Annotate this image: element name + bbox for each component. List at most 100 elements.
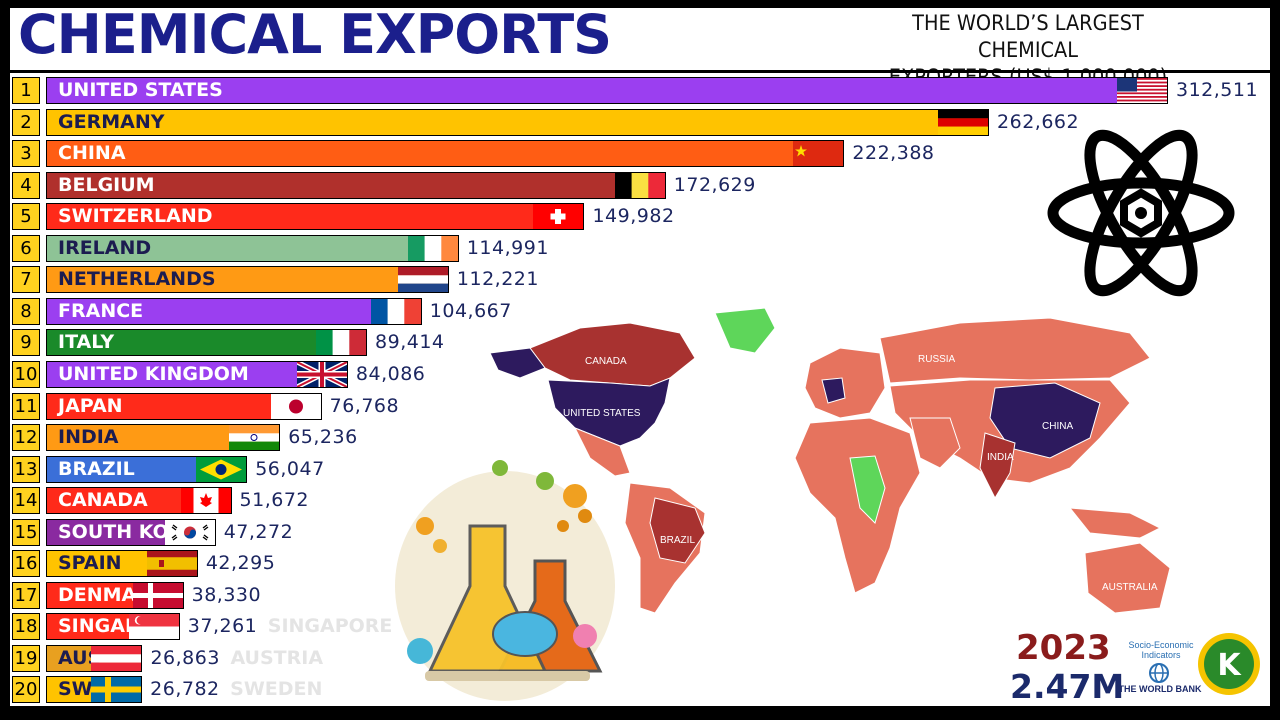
bar-uk: UNITED KINGDOM (46, 360, 348, 388)
map-africa-green (849, 455, 886, 524)
bar-belgium: BELGIUM (46, 171, 666, 199)
singapore-flag-icon (128, 614, 179, 640)
map-label-canada: CANADA (585, 356, 627, 367)
value-label: 26,782 (150, 678, 220, 701)
bar-france: FRANCE (46, 297, 422, 325)
value-label: 26,863 (150, 646, 220, 669)
value-label: 262,662 (997, 110, 1080, 133)
south-korea-flag-icon (164, 519, 215, 545)
bar-label: UNITED KINGDOM (58, 362, 249, 385)
source-name: THE WORLD BANK (1118, 684, 1202, 694)
bar-italy: ITALY (46, 329, 368, 357)
rank-15: 15 (12, 518, 40, 546)
rank-16: 16 (12, 550, 40, 578)
bar-label: CANADA (58, 489, 148, 512)
germany-flag-icon (938, 109, 989, 135)
rank-19: 19 (12, 644, 40, 672)
bar-label: AUS (58, 646, 102, 669)
rank-4: 4 (12, 171, 40, 199)
channel-logo-letter: K (1217, 648, 1242, 683)
source-caption: Socio-Economic Indicators (1120, 640, 1202, 660)
value-label: 76,768 (329, 394, 400, 417)
bar-south-korea: SOUTH KOR (46, 518, 216, 546)
bar-singapore: SINGAP (46, 613, 180, 641)
map-middle-east (909, 417, 961, 469)
netherlands-flag-icon (397, 267, 448, 293)
france-flag-icon (370, 298, 421, 324)
world-bank-globe-icon (1149, 663, 1169, 683)
year-label: 2023 (1016, 628, 1111, 668)
bar-label: ITALY (58, 331, 115, 354)
rank-7: 7 (12, 266, 40, 294)
bar-spain: SPAIN (46, 550, 198, 578)
uk-flag-icon (295, 361, 347, 387)
rank-18: 18 (12, 613, 40, 641)
bar-label: BELGIUM (58, 173, 155, 196)
value-label: 56,047 (255, 457, 325, 480)
rank-11: 11 (12, 392, 40, 420)
map-europe (804, 347, 886, 419)
value-label: 51,672 (239, 489, 309, 512)
ireland-flag-icon (407, 235, 458, 261)
map-label-australia: AUSTRALIA (1102, 582, 1158, 593)
lab-flask-illustration (395, 460, 615, 701)
channel-logo: K (1198, 633, 1260, 695)
brazil-flag-icon (196, 456, 247, 482)
rank-3: 3 (12, 140, 40, 168)
map-australia (1084, 542, 1170, 614)
map-label-united-states: UNITED STATES (563, 408, 641, 419)
map-africa (794, 417, 921, 594)
value-label: 114,991 (466, 236, 549, 259)
bar-label: NETHERLANDS (58, 268, 216, 291)
source-line-2: Indicators (1141, 650, 1181, 660)
italy-flag-icon (316, 330, 367, 356)
bar-label: SOUTH KOR (58, 520, 184, 543)
bar-india: INDIA (46, 424, 281, 452)
bar-canada: CANADA (46, 487, 232, 515)
value-label: 222,388 (852, 142, 935, 165)
austria-flag-icon (91, 645, 142, 671)
bar-chart: 1 UNITED STATES 312,511 2 GERMANY 262,662 3 CHI… (10, 8, 1270, 706)
bar-label: JAPAN (58, 394, 123, 417)
bar-label: SPAIN (58, 552, 122, 575)
bar-sweden: SWE (46, 676, 143, 704)
bar-label: SWITZERLAND (58, 205, 213, 228)
title-divider (10, 70, 1270, 73)
map-se-asia (1068, 507, 1162, 539)
bar-ireland: IRELAND (46, 234, 459, 262)
rank-6: 6 (12, 234, 40, 262)
bar-germany: GERMANY (46, 108, 990, 136)
value-label: 37,261 (187, 615, 258, 638)
bar-austria: AUS (46, 644, 143, 672)
map-mexico (573, 427, 631, 477)
bar-us: UNITED STATES (46, 77, 1168, 104)
bar-label: DENMAR (58, 583, 151, 606)
rank-20: 20 (12, 676, 40, 704)
bar-switzerland: SWITZERLAND (46, 203, 585, 231)
map-greenland (714, 308, 776, 354)
denmark-flag-icon (132, 582, 183, 608)
full-country-name: AUSTRIA (230, 646, 324, 669)
bar-label: IRELAND (58, 236, 152, 259)
bar-label: GERMANY (58, 110, 165, 133)
switzerland-flag-icon (533, 204, 584, 230)
value-label: 104,667 (429, 299, 512, 322)
bar-denmark: DENMAR (46, 581, 184, 609)
us-flag-icon (1117, 78, 1167, 103)
rank-9: 9 (12, 329, 40, 357)
bar-label: INDIA (58, 426, 119, 449)
rank-5: 5 (12, 203, 40, 231)
rank-13: 13 (12, 455, 40, 483)
map-label-china: CHINA (1042, 421, 1073, 432)
china-flag-icon (793, 141, 844, 167)
bar-label: FRANCE (58, 299, 144, 322)
world-map: CANADA UNITED STATES RUSSIA CHINA INDIA … (490, 308, 1170, 614)
value-label: 312,511 (1176, 79, 1259, 101)
bar-netherlands: NETHERLANDS (46, 266, 449, 294)
bar-label: UNITED STATES (58, 79, 223, 101)
subtitle-line-1: THE WORLD’S LARGEST CHEMICAL (912, 11, 1144, 62)
map-china (989, 382, 1101, 459)
bar-label: CHINA (58, 142, 126, 165)
map-brazil (649, 497, 706, 564)
value-label: 112,221 (456, 268, 539, 291)
